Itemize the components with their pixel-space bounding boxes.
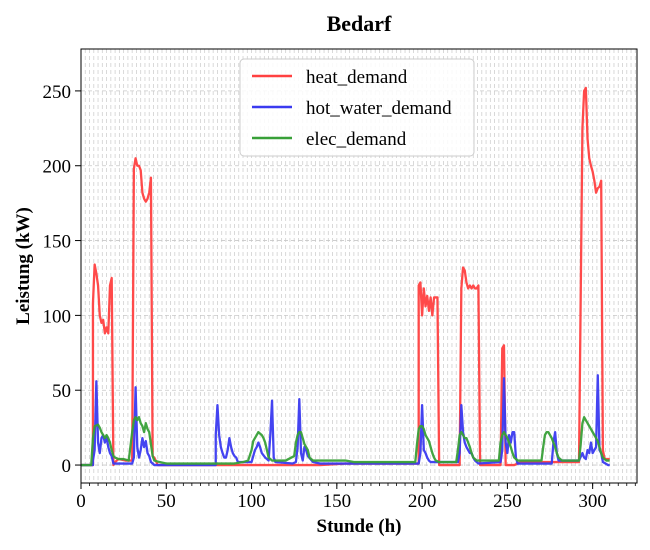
series-layer [81,86,610,467]
series-line-hot-water-demand [81,374,610,467]
y-tick-label: 200 [43,157,72,178]
y-axis-label: Leistung (kW) [13,207,34,325]
y-tick-label: 250 [43,82,72,103]
x-tick-label: 0 [76,491,86,512]
x-tick-label: 200 [408,491,437,512]
legend-label-heat-demand: heat_demand [306,67,408,88]
x-axis: 0 50 100 150 200 250 300 [76,483,636,512]
chart-title: Bedarf [327,11,392,36]
x-tick-label: 100 [237,491,266,512]
y-tick-label: 0 [62,456,72,477]
x-tick-label: 250 [493,491,522,512]
legend-label-hot-water-demand: hot_water_demand [306,98,452,119]
y-tick-label: 100 [43,306,72,327]
x-tick-label: 150 [323,491,352,512]
legend-box [239,58,475,157]
x-axis-label: Stunde (h) [317,516,402,537]
plot-frame [80,48,638,484]
y-tick-label: 150 [43,232,72,253]
y-tick-label: 50 [52,381,71,402]
x-tick-label: 50 [157,491,176,512]
y-axis: 0 50 100 150 200 250 [43,82,81,477]
series-line-elec-demand [81,416,610,467]
legend-label-elec-demand: elec_demand [306,129,407,150]
x-tick-label: 300 [578,491,607,512]
legend: heat_demand hot_water_demand elec_demand [239,58,475,157]
